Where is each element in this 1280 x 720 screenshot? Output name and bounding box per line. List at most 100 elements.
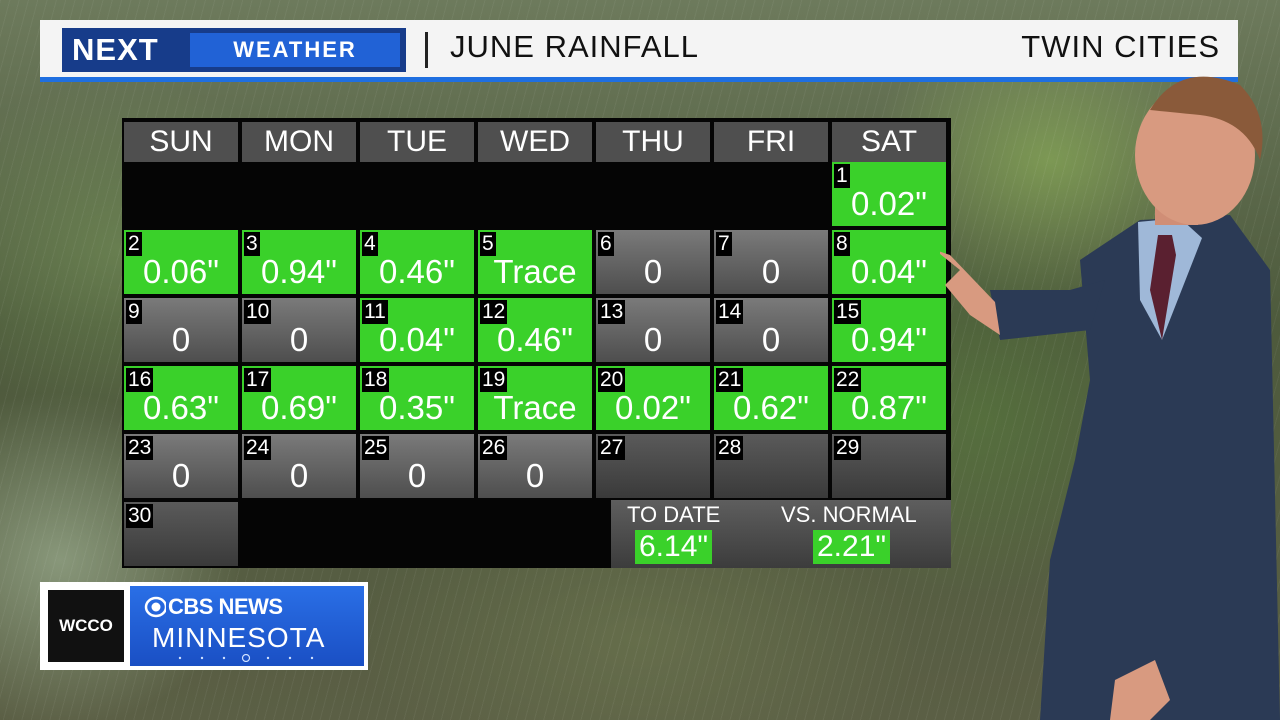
calendar-day-cell: 28: [714, 434, 828, 498]
calendar-day-cell: 3 0.94": [242, 230, 356, 294]
banner-divider: [425, 32, 428, 68]
day-header-5: FRI: [714, 122, 828, 162]
day-number: 15: [834, 300, 862, 324]
bug-dots-decoration: [178, 654, 314, 662]
rainfall-value: 0: [761, 253, 781, 290]
calendar-day-cell: 12 0.46": [478, 298, 592, 362]
rainfall-value: 0.04": [379, 321, 455, 358]
calendar-day-cell: 20 0.02": [596, 366, 710, 430]
day-number: 11: [362, 300, 388, 324]
calendar-day-cell: 15 0.94": [832, 298, 946, 362]
day-header-1: MON: [242, 122, 356, 162]
day-number: 25: [362, 436, 390, 460]
calendar-day-cell: 5 Trace: [478, 230, 592, 294]
rainfall-value: 0.87": [851, 389, 927, 426]
day-number: 29: [834, 436, 862, 460]
day-header-0: SUN: [124, 122, 238, 162]
cbs-news-text: CBS NEWS: [168, 594, 283, 619]
rainfall-value: 0.46": [379, 253, 455, 290]
calendar-day-cell: 18 0.35": [360, 366, 474, 430]
day-number: 18: [362, 368, 390, 392]
rainfall-calendar: TO DATE 6.14" VS. NORMAL 2.21" SUN MON TUE…: [122, 118, 951, 568]
cbs-news-minnesota-logo: CBS NEWS MINNESOTA: [130, 586, 364, 666]
logo-next-text: NEXT: [72, 32, 159, 67]
logo-weather-text: WEATHER: [190, 33, 400, 67]
day-header-6: SAT: [832, 122, 946, 162]
calendar-day-cell: 19 Trace: [478, 366, 592, 430]
day-number: 7: [716, 232, 732, 256]
calendar-day-cell: 21 0.62": [714, 366, 828, 430]
to-date-value: 6.14": [635, 530, 713, 564]
calendar-day-cell: 22 0.87": [832, 366, 946, 430]
day-number: 26: [480, 436, 508, 460]
rainfall-value: 0.94": [851, 321, 927, 358]
rainfall-value: 0.02": [615, 389, 691, 426]
totals-panel: TO DATE 6.14" VS. NORMAL 2.21": [611, 500, 951, 568]
calendar-day-cell: 30: [124, 502, 238, 566]
day-number: 20: [598, 368, 626, 392]
rainfall-value: 0.35": [379, 389, 455, 426]
vs-normal-value: 2.21": [813, 530, 891, 564]
day-number: 12: [480, 300, 508, 324]
day-number: 27: [598, 436, 626, 460]
calendar-day-cell: 10 0: [242, 298, 356, 362]
calendar-day-cell: 4 0.46": [360, 230, 474, 294]
calendar-day-cell: 14 0: [714, 298, 828, 362]
rainfall-value: 0.06": [143, 253, 219, 290]
vs-normal-label: VS. NORMAL: [781, 502, 917, 527]
day-number: 13: [598, 300, 626, 324]
calendar-day-cell: 16 0.63": [124, 366, 238, 430]
day-number: 10: [244, 300, 272, 324]
day-number: 17: [244, 368, 272, 392]
day-number: 16: [126, 368, 154, 392]
day-number: 4: [362, 232, 378, 256]
day-header-2: TUE: [360, 122, 474, 162]
rainfall-value: 0.69": [261, 389, 337, 426]
calendar-day-cell: 8 0.04": [832, 230, 946, 294]
day-number: 24: [244, 436, 272, 460]
day-number: 8: [834, 232, 850, 256]
day-number: 28: [716, 436, 744, 460]
day-number: 30: [126, 504, 154, 528]
rainfall-value: 0: [171, 321, 191, 358]
calendar-day-cell: 23 0: [124, 434, 238, 498]
wcco-logo: WCCO: [48, 590, 124, 662]
rainfall-value: 0.94": [261, 253, 337, 290]
rainfall-value: 0.04": [851, 253, 927, 290]
rainfall-value: Trace: [493, 253, 577, 290]
calendar-day-cell: 26 0: [478, 434, 592, 498]
day-number: 9: [126, 300, 142, 324]
to-date-label: TO DATE: [627, 502, 721, 527]
day-number: 6: [598, 232, 614, 256]
rainfall-value: 0: [525, 457, 545, 494]
rainfall-value: 0: [643, 321, 663, 358]
day-number: 2: [126, 232, 142, 256]
day-number: 21: [716, 368, 744, 392]
calendar-day-cell: 29: [832, 434, 946, 498]
rainfall-value: 0.62": [733, 389, 809, 426]
rainfall-value: 0: [171, 457, 191, 494]
calendar-day-cell: 11 0.04": [360, 298, 474, 362]
title-banner: NEXT WEATHER JUNE RAINFALL TWIN CITIES: [40, 20, 1238, 82]
calendar-day-cell: 25 0: [360, 434, 474, 498]
banner-title: JUNE RAINFALL: [450, 29, 700, 64]
day-number: 5: [480, 232, 496, 256]
cbs-eye-icon: [144, 596, 166, 618]
rainfall-value: 0: [407, 457, 427, 494]
day-number: 19: [480, 368, 508, 392]
calendar-day-cell: 13 0: [596, 298, 710, 362]
day-number: 14: [716, 300, 744, 324]
rainfall-value: Trace: [493, 389, 577, 426]
day-number: 1: [834, 164, 850, 188]
rainfall-value: 0: [761, 321, 781, 358]
next-weather-logo: NEXT WEATHER: [62, 28, 406, 72]
rainfall-value: 0: [643, 253, 663, 290]
calendar-day-cell: 1 0.02": [832, 162, 946, 226]
rainfall-value: 0.02": [851, 185, 927, 222]
day-header-4: THU: [596, 122, 710, 162]
calendar-day-cell: 2 0.06": [124, 230, 238, 294]
day-header-3: WED: [478, 122, 592, 162]
